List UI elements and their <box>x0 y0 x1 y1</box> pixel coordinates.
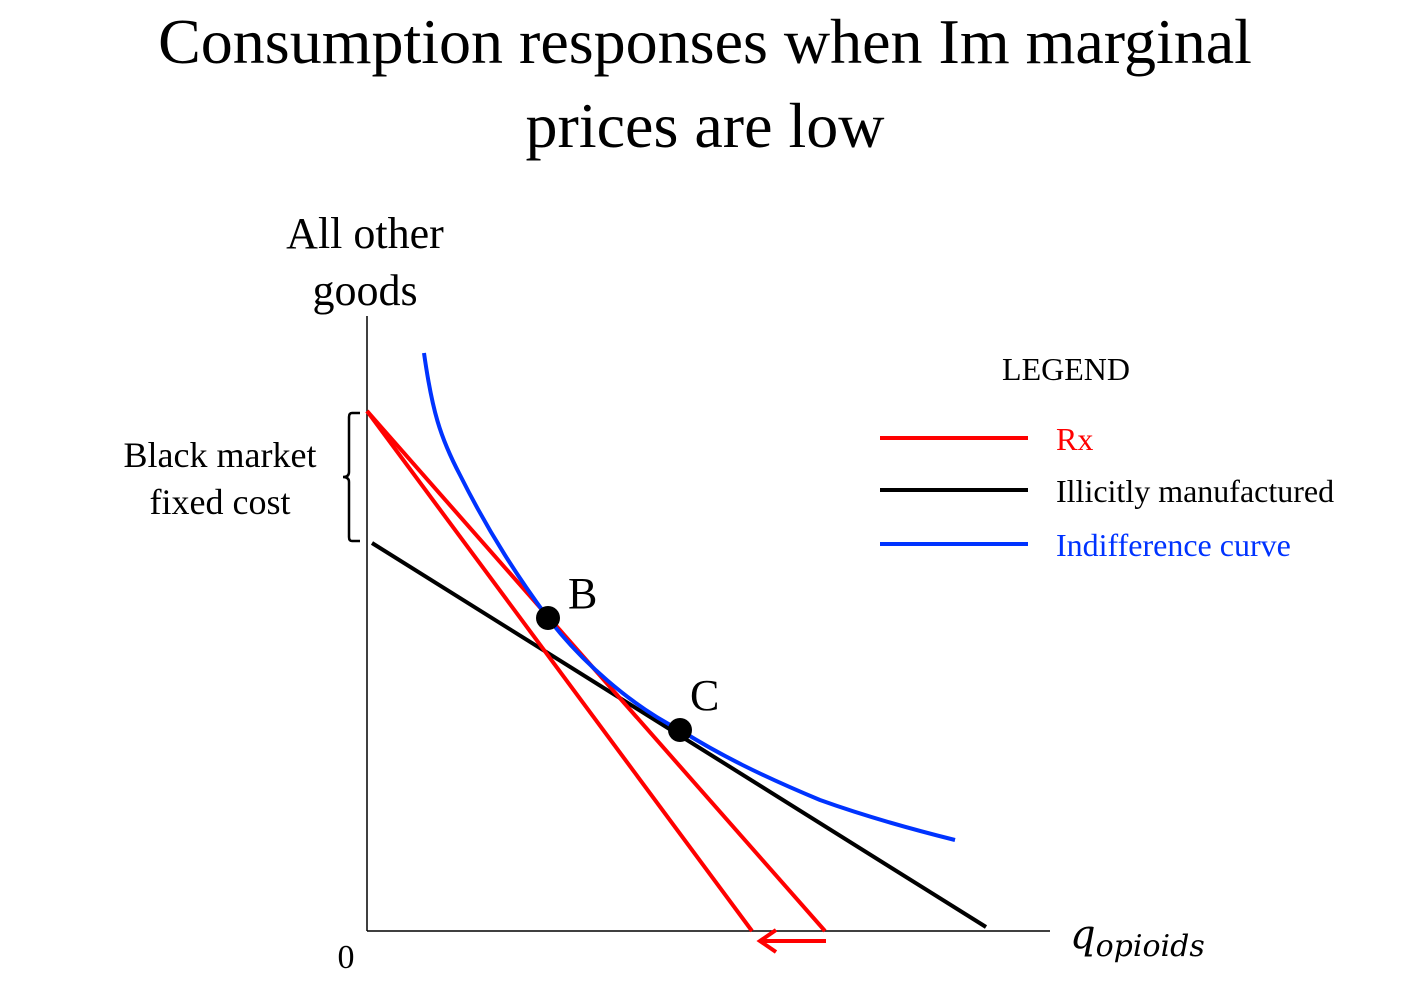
y-axis-label-line-1: All other <box>286 209 444 258</box>
shift-arrow-head-icon <box>756 928 778 954</box>
point-b-marker <box>536 606 560 630</box>
x-axis-label: qopioids <box>1070 912 1205 964</box>
point-c-marker <box>668 718 692 742</box>
fixed-cost-label-line-1: Black market <box>124 435 317 475</box>
legend-label-indifference: Indifference curve <box>1056 527 1291 563</box>
x-axis-label-subscript: opioids <box>1096 929 1205 964</box>
page-title: Consumption responses when Im marginal p… <box>0 0 1410 168</box>
title-line-2: prices are low <box>525 90 885 161</box>
legend-title: LEGEND <box>1002 351 1130 387</box>
title-line-1: Consumption responses when Im marginal <box>158 6 1252 77</box>
fixed-cost-bracket <box>342 411 360 543</box>
legend-label-rx: Rx <box>1056 421 1093 457</box>
point-c-label: C <box>690 671 719 720</box>
y-axis-label-line-2: goods <box>312 266 417 315</box>
fixed-cost-label-line-2: fixed cost <box>150 482 291 522</box>
legend-label-illicit: Illicitly manufactured <box>1056 473 1334 509</box>
x-axis-label-q: q <box>1070 912 1096 958</box>
origin-label: 0 <box>338 939 355 976</box>
indifference-curve <box>422 352 956 842</box>
point-b-label: B <box>568 569 597 618</box>
rx-budget-line-rotated <box>365 409 754 933</box>
